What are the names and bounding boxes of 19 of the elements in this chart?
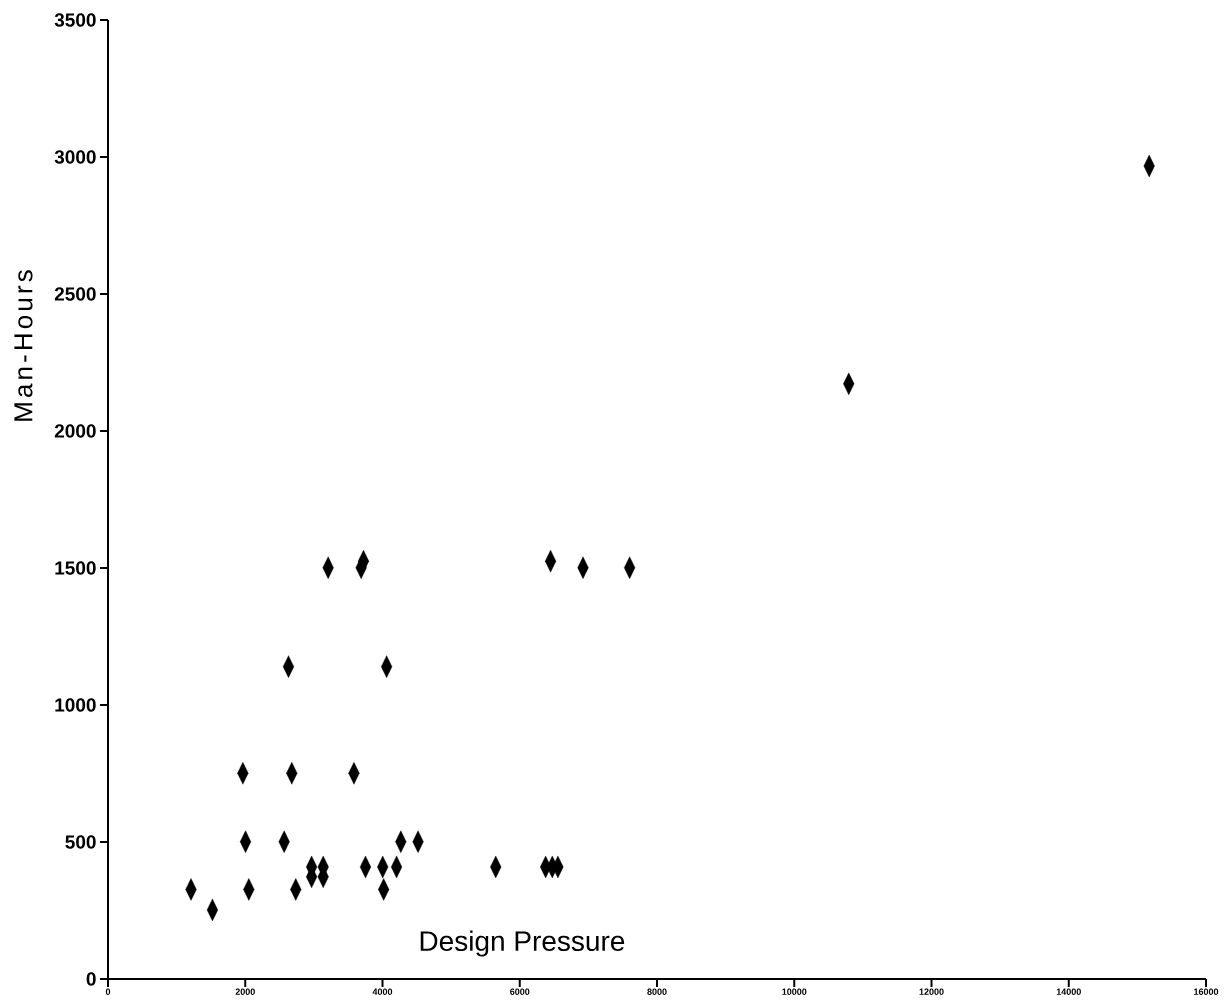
x-tick-label: 16000 xyxy=(1194,988,1219,995)
y-tick-label: 2500 xyxy=(54,287,96,301)
x-tick-label: 10000 xyxy=(782,988,807,995)
y-tick-label: 1500 xyxy=(55,561,96,575)
y-tick-label: 1000 xyxy=(55,698,96,712)
x-tick-label: 14000 xyxy=(1056,988,1081,995)
x-tick-label: 2000 xyxy=(235,988,255,995)
x-tick-label: 12000 xyxy=(919,988,944,995)
y-tick-label: 3000 xyxy=(54,150,96,164)
y-tick-label: 3500 xyxy=(54,13,96,27)
x-tick-label: 6000 xyxy=(510,988,530,995)
x-tick-label: 0 xyxy=(105,988,111,995)
y-tick-label: 0 xyxy=(86,972,96,986)
x-tick-label: 4000 xyxy=(372,988,393,995)
y-tick-label: 2000 xyxy=(54,424,96,438)
x-tick-label: 8000 xyxy=(647,988,667,995)
x-axis-title: Design Pressure xyxy=(420,930,625,957)
y-tick-label: 500 xyxy=(65,835,96,849)
y-axis-title: Man-Hours xyxy=(14,270,33,421)
